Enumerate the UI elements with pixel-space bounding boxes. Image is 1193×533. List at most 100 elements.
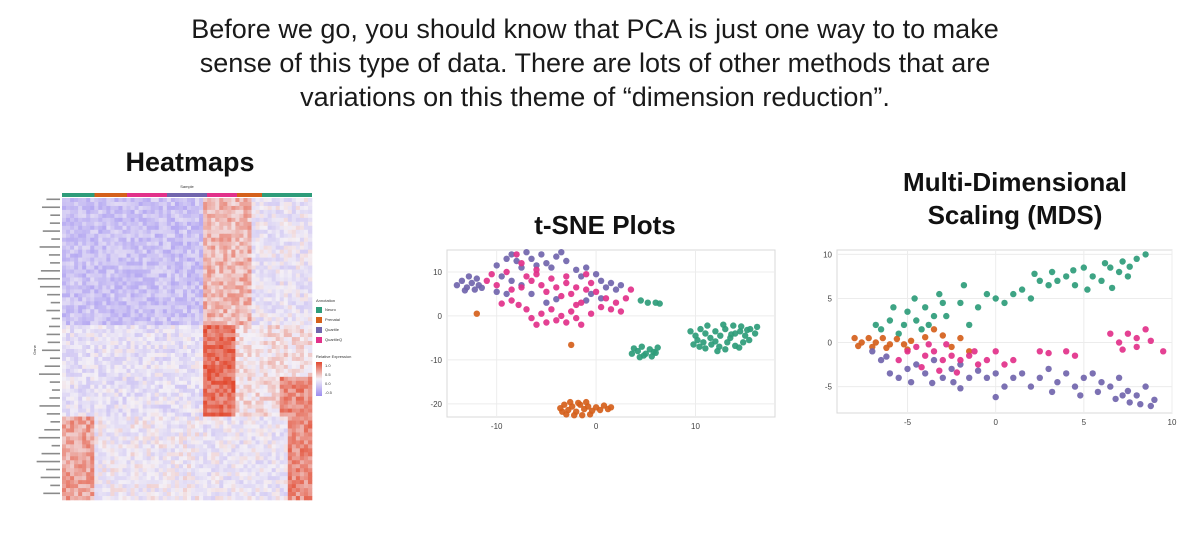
intro-line-2: sense of this type of data. There are lo… [199, 48, 991, 78]
mds-point-green [877, 326, 885, 333]
mds-point-pink [913, 343, 920, 351]
mds-point-pink [948, 352, 955, 359]
mds-point-green [1133, 255, 1140, 262]
mds-point-green [1108, 284, 1116, 292]
mds-point-green [1063, 273, 1070, 280]
legend-annotation-title: Annotation [316, 298, 335, 303]
mds-point-purple [1094, 388, 1102, 396]
tsne-point-green [753, 323, 761, 331]
tsne-point-green [652, 349, 659, 356]
tsne-point-purple [458, 277, 466, 284]
mds-point-orange [883, 344, 890, 351]
tsne-point-green [717, 332, 724, 339]
tsne-point-pink [568, 308, 575, 315]
mds-point-pink [936, 367, 943, 374]
mds-point-green [1070, 267, 1077, 274]
mds-point-pink [974, 361, 982, 368]
tsne-point-purple [597, 295, 605, 302]
tsne-point-purple [602, 284, 610, 291]
tsne-point-pink [583, 271, 590, 278]
heatmap-figure: Sample Gene Annotation Neuro Prenatal Qu… [32, 184, 351, 501]
mds-point-pink [918, 364, 925, 371]
tsne-point-green [738, 323, 745, 330]
tsne-point-green [746, 336, 753, 344]
mds-point-purple [992, 370, 999, 377]
mds-point-green [1001, 299, 1008, 307]
tsne-point-green [728, 331, 735, 338]
mds-point-purple [886, 370, 894, 377]
mds-y-tick-label: 5 [828, 294, 833, 303]
mds-point-green [913, 317, 920, 324]
mds-point-green [1071, 282, 1079, 289]
mds-point-purple [992, 393, 999, 401]
tsne-point-pink [528, 314, 535, 322]
mds-point-green [1048, 268, 1056, 276]
tsne-point-green [724, 339, 731, 346]
tsne-point-pink [533, 321, 540, 328]
mds-point-purple [913, 361, 920, 368]
mds-point-purple [957, 385, 964, 392]
tsne-point-green [720, 321, 727, 328]
gene-label [44, 428, 60, 431]
tsne-heading: t-SNE Plots [534, 210, 676, 240]
gene-label [38, 373, 60, 375]
tsne-point-green [636, 354, 643, 361]
mds-point-purple [930, 356, 938, 364]
tsne-point-pink [523, 306, 530, 313]
tsne-point-pink [503, 268, 510, 276]
mds-point-purple [974, 367, 982, 374]
tsne-point-pink [553, 284, 560, 291]
mds-point-pink [1107, 330, 1114, 337]
mds-x-tick-label: -5 [904, 418, 912, 427]
tsne-plot: -10 0 10 10 0 -10 -20 [430, 249, 776, 431]
tsne-point-pink [597, 303, 605, 311]
tsne-point-pink [622, 295, 630, 302]
gene-label [50, 421, 60, 423]
tsne-y-tick-label: 0 [438, 312, 443, 321]
tsne-point-green [737, 328, 744, 335]
tsne-point-purple [465, 273, 473, 280]
tsne-y-tick-label: -10 [430, 356, 442, 365]
tsne-point-purple [453, 282, 461, 289]
heatmap-cells [36, 193, 313, 501]
mds-point-pink [953, 369, 961, 376]
gene-label [39, 405, 60, 407]
tsne-point-orange [607, 404, 615, 411]
tsne-point-purple [573, 266, 580, 273]
mds-point-purple [1036, 374, 1043, 381]
tsne-point-orange [571, 412, 578, 419]
mds-point-purple [1126, 399, 1133, 406]
tsne-point-purple [508, 251, 515, 258]
mds-point-purple [929, 379, 936, 387]
mds-point-green [992, 295, 999, 302]
mds-point-green [957, 299, 964, 307]
tsne-point-pink [617, 308, 625, 315]
tsne-point-pink [515, 301, 522, 309]
mds-point-green [983, 290, 991, 298]
mds-point-pink [1063, 348, 1070, 355]
tsne-point-pink [583, 286, 590, 293]
mds-point-green [895, 330, 902, 337]
tsne-point-pink [483, 277, 490, 284]
mds-x-tick-label: 10 [1168, 418, 1177, 427]
mds-point-green [943, 312, 950, 320]
tsne-point-orange [583, 398, 590, 406]
tsne-point-green [736, 344, 743, 351]
tsne-point-purple [473, 275, 480, 282]
tsne-point-pink [563, 279, 570, 287]
mds-point-purple [922, 370, 929, 377]
gene-label [39, 246, 60, 248]
tsne-point-pink [488, 271, 495, 278]
legend-swatch-prenatal [316, 317, 322, 323]
tsne-point-pink [508, 286, 515, 293]
mds-point-green [1107, 264, 1114, 271]
gene-label [41, 452, 61, 455]
heatmap-ylabel: Gene [32, 344, 37, 355]
tsne-point-green [712, 338, 719, 345]
tsne-point-green [742, 332, 749, 339]
gene-label [41, 206, 60, 209]
mds-point-purple [1119, 392, 1126, 399]
tsne-point-orange [561, 401, 568, 408]
tsne-point-pink [518, 284, 525, 291]
gene-label [46, 309, 60, 312]
